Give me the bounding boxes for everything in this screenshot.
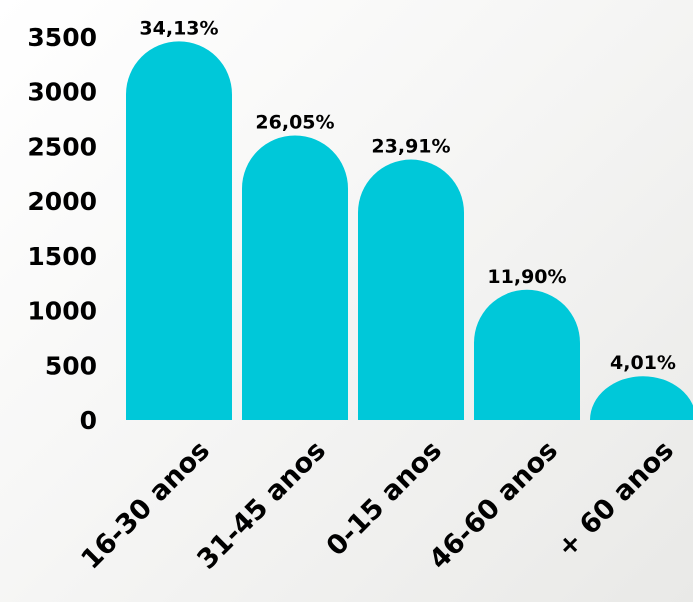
bar bbox=[242, 135, 348, 420]
y-tick-label: 3500 bbox=[27, 23, 97, 52]
x-category-label: + 60 anos bbox=[551, 435, 680, 564]
y-tick-label: 500 bbox=[45, 351, 97, 380]
y-axis-tick-labels: 0 500 1000 1500 2000 2500 3000 3500 bbox=[27, 23, 97, 435]
bar bbox=[590, 376, 693, 420]
y-tick-label: 1500 bbox=[27, 242, 97, 271]
data-label: 26,05% bbox=[255, 111, 334, 133]
data-labels: 34,13% 26,05% 23,91% 11,90% 4,01% bbox=[139, 17, 676, 374]
y-tick-label: 2500 bbox=[27, 132, 97, 161]
y-tick-label: 0 bbox=[80, 406, 97, 435]
bar bbox=[474, 289, 580, 420]
data-label: 4,01% bbox=[610, 352, 676, 374]
y-tick-label: 2000 bbox=[27, 187, 97, 216]
bar bbox=[126, 41, 232, 421]
x-category-label: 0-15 anos bbox=[321, 435, 448, 562]
bar bbox=[358, 159, 464, 421]
data-label: 11,90% bbox=[487, 266, 566, 288]
data-label: 23,91% bbox=[371, 136, 450, 158]
data-label: 34,13% bbox=[139, 17, 218, 39]
y-tick-label: 3000 bbox=[27, 78, 97, 107]
y-tick-label: 1000 bbox=[27, 297, 97, 326]
bars bbox=[126, 41, 693, 421]
